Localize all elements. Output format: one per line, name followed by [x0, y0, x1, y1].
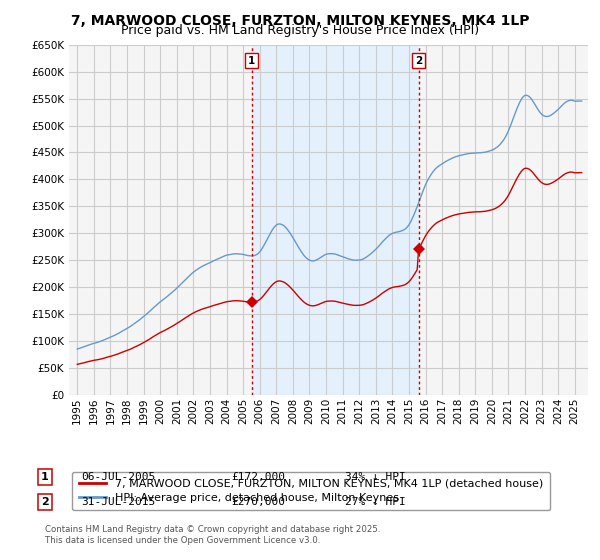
Text: 2: 2: [41, 497, 49, 507]
Text: 27% ↓ HPI: 27% ↓ HPI: [345, 497, 406, 507]
Text: 31-JUL-2015: 31-JUL-2015: [81, 497, 155, 507]
Text: 06-JUL-2005: 06-JUL-2005: [81, 472, 155, 482]
Text: 1: 1: [248, 55, 256, 66]
Text: £172,000: £172,000: [231, 472, 285, 482]
Legend: 7, MARWOOD CLOSE, FURZTON, MILTON KEYNES, MK4 1LP (detached house), HPI: Average: 7, MARWOOD CLOSE, FURZTON, MILTON KEYNES…: [72, 472, 550, 510]
Text: 2: 2: [415, 55, 422, 66]
Text: Price paid vs. HM Land Registry's House Price Index (HPI): Price paid vs. HM Land Registry's House …: [121, 24, 479, 37]
Text: £270,000: £270,000: [231, 497, 285, 507]
Text: 34% ↓ HPI: 34% ↓ HPI: [345, 472, 406, 482]
Bar: [252, 45, 419, 395]
Text: Contains HM Land Registry data © Crown copyright and database right 2025.
This d: Contains HM Land Registry data © Crown c…: [45, 525, 380, 545]
Text: 7, MARWOOD CLOSE, FURZTON, MILTON KEYNES, MK4 1LP: 7, MARWOOD CLOSE, FURZTON, MILTON KEYNES…: [71, 14, 529, 28]
Text: 1: 1: [41, 472, 49, 482]
